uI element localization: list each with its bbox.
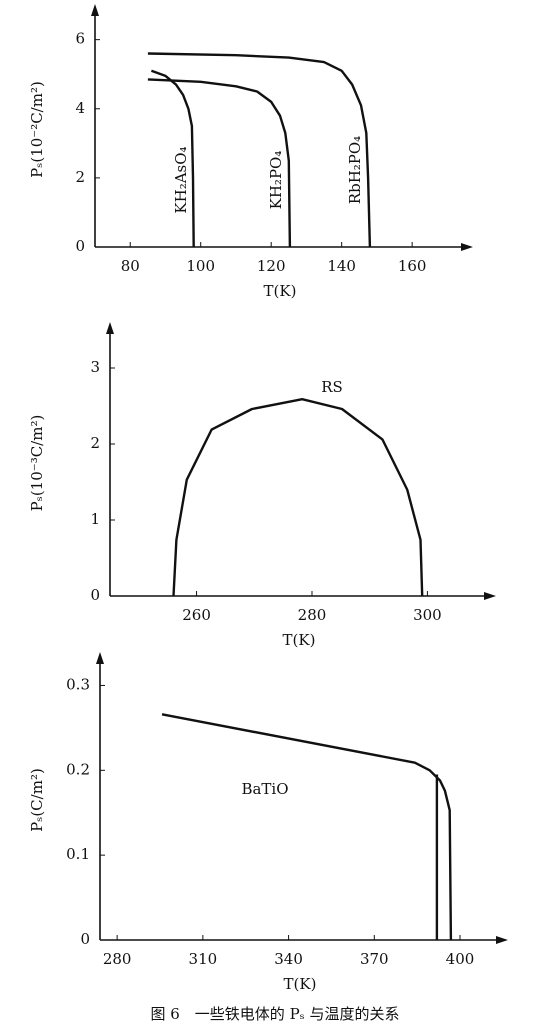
x-axis-arrow — [484, 592, 496, 600]
series-label: RbH₂PO₄ — [346, 136, 364, 204]
x-tick-label: 310 — [189, 950, 218, 968]
x-tick-label: 160 — [398, 257, 427, 275]
curve — [147, 52, 372, 248]
x-tick-label: 300 — [413, 606, 442, 624]
y-tick-label: 2 — [90, 434, 100, 452]
y-axis-arrow — [91, 4, 99, 16]
y-tick-label: 0 — [75, 237, 85, 255]
y-axis-arrow — [106, 322, 114, 334]
x-tick-label: 260 — [182, 606, 211, 624]
y-tick-label: 2 — [75, 168, 85, 186]
y-axis-label: Pₛ(C/m²) — [28, 768, 46, 832]
series-label: KH₂AsO₄ — [172, 146, 190, 213]
y-axis-label: Pₛ(10⁻²C/m²) — [28, 81, 46, 178]
x-tick-label: 280 — [103, 950, 132, 968]
x-tick-label: 120 — [257, 257, 286, 275]
x-axis-arrow — [461, 243, 473, 251]
x-axis-label: T(K) — [264, 282, 297, 300]
caption: 图 6 一些铁电体的 Pₛ 与温度的关系 — [151, 1005, 400, 1023]
y-tick-label: 6 — [75, 30, 85, 48]
y-tick-label: 0 — [80, 930, 90, 948]
series-label: KH₂PO₄ — [267, 151, 285, 210]
curve — [150, 69, 195, 248]
x-tick-label: 280 — [298, 606, 327, 624]
y-tick-label: 0.3 — [66, 675, 90, 693]
y-tick-label: 0.2 — [66, 760, 90, 778]
series-label: BaTiO — [241, 780, 288, 798]
x-tick-label: 370 — [360, 950, 389, 968]
x-tick-label: 140 — [327, 257, 356, 275]
x-tick-label: 400 — [446, 950, 475, 968]
x-axis-label: T(K) — [283, 631, 316, 649]
curve — [172, 398, 424, 597]
y-tick-label: 0.1 — [66, 845, 90, 863]
y-axis-label: Pₛ(10⁻³C/m²) — [28, 415, 46, 512]
y-tick-label: 1 — [90, 510, 100, 528]
y-tick-label: 4 — [75, 99, 85, 117]
y-axis-arrow — [96, 652, 104, 664]
x-axis-label: T(K) — [284, 975, 317, 993]
y-tick-label: 3 — [90, 358, 100, 376]
x-tick-label: 100 — [186, 257, 215, 275]
y-tick-label: 0 — [90, 586, 100, 604]
curve — [147, 78, 292, 248]
x-tick-label: 340 — [274, 950, 303, 968]
series-label: RS — [321, 378, 343, 396]
x-axis-arrow — [496, 936, 508, 944]
curve — [161, 713, 453, 941]
x-tick-label: 80 — [121, 257, 140, 275]
